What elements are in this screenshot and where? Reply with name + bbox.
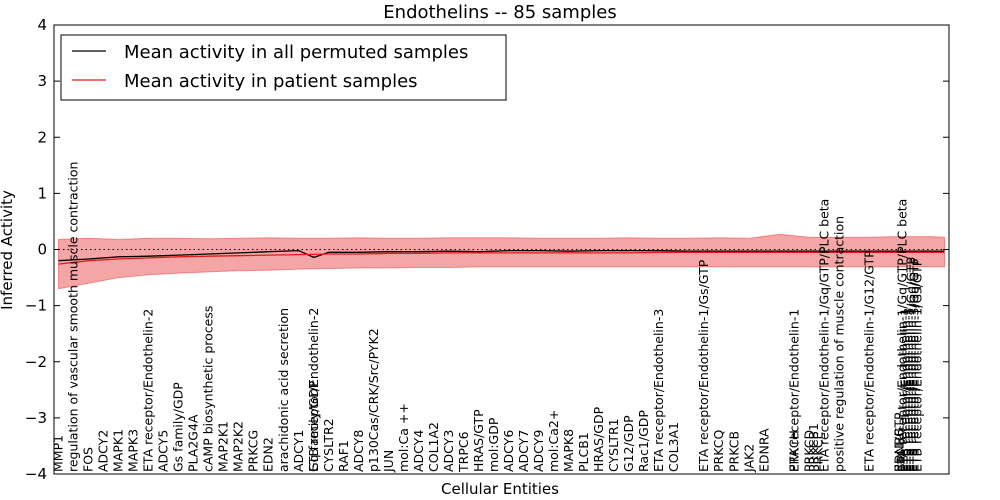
activity-band bbox=[58, 233, 945, 290]
entity-label: ETA receptor/Endothelin-1/Gq/GTP/PLC bet… bbox=[816, 199, 831, 472]
legend-label-permuted: Mean activity in all permuted samples bbox=[124, 42, 468, 63]
entity-label: regulation of vascular smooth muscle con… bbox=[66, 162, 81, 472]
entity-label: ETA receptor/Endothelin-2 bbox=[141, 309, 156, 472]
entity-label: EDNRB bbox=[891, 428, 906, 472]
entity-label: PRKCB bbox=[726, 431, 741, 472]
entity-label: PLCB1 bbox=[576, 432, 591, 472]
entity-label: JUN bbox=[381, 450, 396, 473]
entity-label: ADCY3 bbox=[441, 430, 456, 472]
entity-label: Rac1/GTP bbox=[891, 412, 906, 472]
entity-label: MAP2K1 bbox=[216, 421, 231, 472]
y-tick-label: −4 bbox=[25, 465, 47, 483]
entity-label: MAPK1 bbox=[111, 429, 126, 472]
entity-label: PLA2G4A bbox=[186, 414, 201, 472]
entity-label: ADCY8 bbox=[351, 430, 366, 472]
entity-label: CYSLTR2 bbox=[321, 418, 336, 472]
y-tick-label: −1 bbox=[25, 297, 47, 315]
entity-label: Gq family/GDP bbox=[306, 380, 321, 472]
entity-label: ETA receptor/Endothelin-3 bbox=[651, 309, 666, 472]
entity-label: ADCY2 bbox=[96, 430, 111, 472]
entity-label: ETB receptor/Endothelin-3/Gq/GTP bbox=[907, 257, 922, 472]
y-tick-label: −3 bbox=[25, 409, 47, 427]
plot-area: 4 3 2 1 0 −1 −2 −3 −4 MMP1 regulation of vascular … bbox=[25, 16, 950, 483]
entity-label: PRKCH bbox=[786, 430, 801, 472]
entity-label: ETA receptor/Endothelin-1/G12/GTP bbox=[861, 250, 876, 472]
y-tick-label: 0 bbox=[37, 241, 47, 259]
legend-label-patient: Mean activity in patient samples bbox=[124, 71, 418, 92]
y-tick-label: 2 bbox=[37, 128, 47, 146]
series-line-permuted bbox=[58, 249, 945, 262]
entity-label: PRKCG bbox=[246, 430, 261, 472]
entity-label: ADCY7 bbox=[516, 430, 531, 472]
x-axis-title: Cellular Entities bbox=[441, 480, 559, 498]
entity-label: MAPK8 bbox=[561, 429, 576, 472]
entity-label: arachidonic acid secretion bbox=[276, 308, 291, 472]
entity-label: PRKCQ bbox=[711, 430, 726, 472]
entity-label: ETB receptor/Endothelin-1 bbox=[898, 308, 913, 472]
entity-label: RAF1 bbox=[336, 440, 351, 472]
entity-label: FOS bbox=[81, 447, 96, 472]
entity-label: ETB receptor/Endothelin-1/Gs/GTP bbox=[910, 258, 925, 472]
entity-label: ADCY9 bbox=[531, 430, 546, 472]
entity-label: ADCY5 bbox=[156, 430, 171, 472]
y-tick-label: 1 bbox=[37, 184, 47, 202]
entity-label: ADCY6 bbox=[501, 430, 516, 472]
entity-label: cAMP biosynthetic process bbox=[201, 306, 216, 472]
entity-label: JAK2 bbox=[741, 444, 756, 473]
entity-label: ETB receptor/Endothelin-2 bbox=[306, 308, 321, 472]
y-tick-label: 3 bbox=[37, 72, 47, 90]
y-tick-label: −2 bbox=[25, 353, 47, 371]
entity-label: CYSLTR1 bbox=[606, 418, 621, 472]
entity-label: COL3A1 bbox=[666, 422, 681, 472]
entity-label: ETA receptor/Endothelin-1 bbox=[786, 309, 801, 472]
y-tick-label: 4 bbox=[37, 16, 47, 34]
entity-label: positive regulation of muscle contractio… bbox=[831, 216, 846, 472]
y-axis-title: Inferred Activity bbox=[0, 190, 16, 310]
entity-label: ADCY4 bbox=[411, 430, 426, 472]
entity-label: HRAS/GTP bbox=[471, 409, 486, 472]
entity-label: ETA receptor/Endothelin-1/Gq/GTP/PLC bet… bbox=[894, 199, 909, 472]
entity-label: mol:GDP bbox=[486, 417, 501, 472]
entity-label: COL1A2 bbox=[426, 422, 441, 472]
entity-label: MAP2K2 bbox=[231, 421, 246, 472]
entity-label: MMP1 bbox=[51, 435, 66, 472]
entity-label: mol:Ca ++ bbox=[396, 403, 411, 472]
entity-label: PRKCE bbox=[810, 432, 825, 472]
series-line-patient bbox=[58, 251, 945, 265]
entity-label: ADCY1 bbox=[291, 430, 306, 472]
entity-label: PRKCB1 bbox=[806, 423, 821, 472]
entity-label: Rac1/GDP bbox=[636, 410, 651, 472]
legend-frame bbox=[60, 34, 507, 101]
entity-label: EDNRA bbox=[756, 428, 771, 472]
entity-label: TRPC6 bbox=[456, 431, 471, 473]
entity-label: ETA receptor/Endothelin-1/Gs/GTP bbox=[696, 259, 711, 472]
legend: Mean activity in all permuted samples Me… bbox=[60, 34, 507, 101]
entity-label: G12/GDP bbox=[621, 415, 636, 472]
entity-label: PRKCD bbox=[801, 430, 816, 472]
entity-label: mol:Ca2+ bbox=[546, 410, 561, 472]
chart-title: Endothelins -- 85 samples bbox=[383, 2, 616, 23]
entity-label: ETB receptor/Endothelin-1/Gq/GTP bbox=[904, 257, 919, 472]
entity-label: MAPK3 bbox=[126, 429, 141, 472]
entity-label: p130Cas/CRK/Src/PYK2 bbox=[366, 328, 381, 472]
entity-label: HRAS/GDP bbox=[591, 406, 606, 472]
entity-label: Gs family/GDP bbox=[171, 382, 186, 472]
entity-label: EDN2 bbox=[261, 437, 276, 472]
entity-label: ETB receptor/Endothelin-3 bbox=[901, 308, 916, 472]
